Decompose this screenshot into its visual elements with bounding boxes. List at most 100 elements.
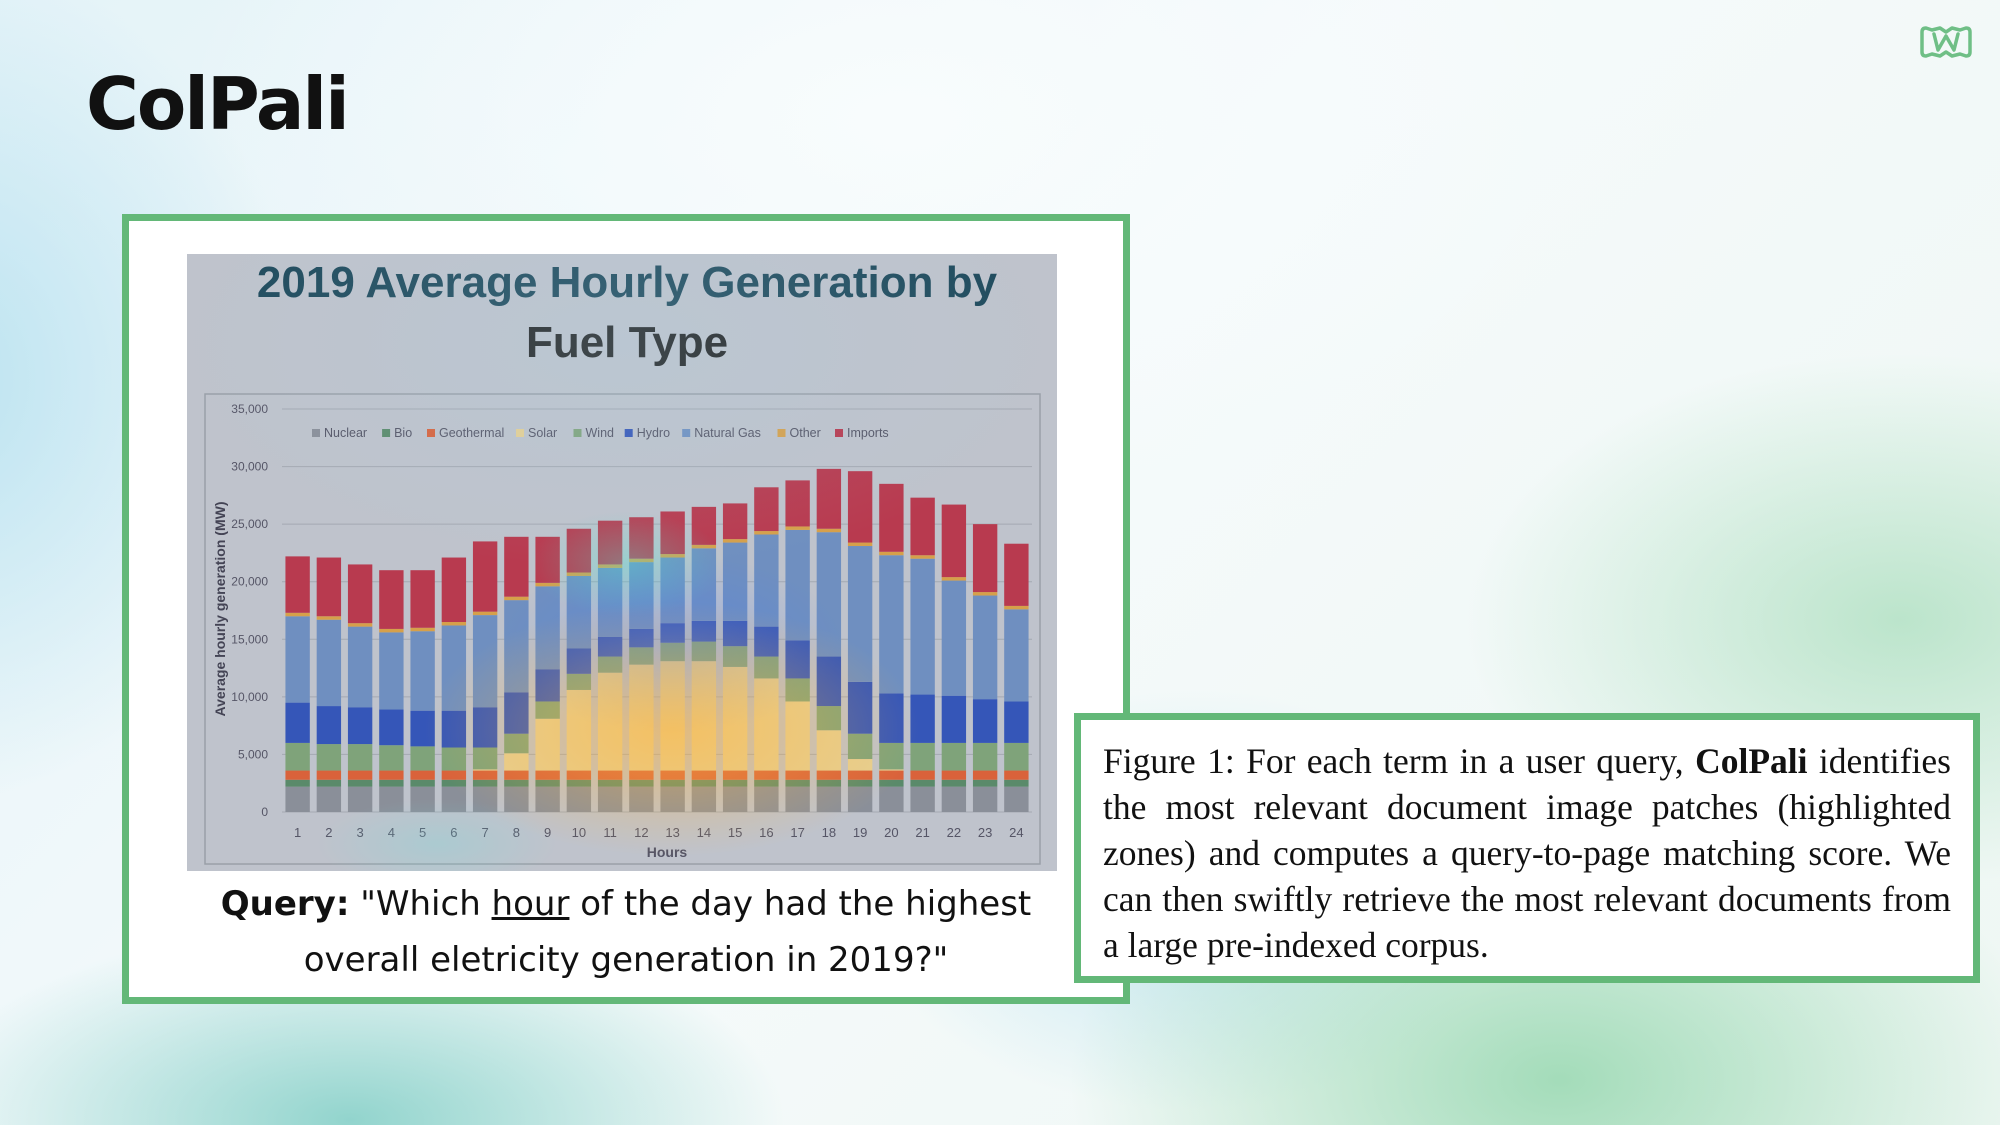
y-tick-label: 30,000 <box>231 460 268 474</box>
y-tick-label: 25,000 <box>231 517 268 531</box>
bar-segment <box>535 536 560 583</box>
chart-legend: Nuclear Bio Geothermal Solar Wind Hydro Natura… <box>312 426 889 440</box>
bar-segment <box>535 582 560 587</box>
y-tick-label: 15,000 <box>231 632 268 646</box>
bar-segment <box>347 626 373 708</box>
bar-segment <box>629 779 654 787</box>
bar-segment <box>597 520 623 565</box>
bar-segment <box>347 779 373 787</box>
legend-label: Wind <box>586 426 615 440</box>
legend-swatch <box>624 429 633 437</box>
bar-segment <box>816 779 842 787</box>
bar-segment <box>816 468 842 529</box>
bar-segment <box>597 656 623 673</box>
x-tick-label: 8 <box>513 825 520 840</box>
bar-segment <box>879 693 904 743</box>
bar-segment <box>472 747 498 770</box>
bar-segment <box>597 567 623 637</box>
bar-segment <box>785 480 810 527</box>
bar-segment <box>879 779 904 787</box>
bar-segment <box>816 730 842 771</box>
bar-segment <box>379 786 404 812</box>
bar-segment <box>472 779 498 787</box>
bar-segment <box>285 770 310 780</box>
bar-segment <box>566 648 592 674</box>
bar-segment <box>535 786 560 812</box>
bar-segment <box>847 471 873 543</box>
bar-segment <box>535 586 560 670</box>
bar-segment <box>972 592 998 596</box>
bar-segment <box>722 770 748 780</box>
bar-segment <box>316 770 342 780</box>
bar-segment <box>441 779 467 787</box>
legend-label: Bio <box>394 426 412 440</box>
bar-segment <box>660 642 685 662</box>
bar-segment <box>754 531 779 535</box>
bar-segment <box>691 661 717 771</box>
chart-image: 2019 Average Hourly Generation by Fuel T… <box>187 254 1057 871</box>
bar-segment <box>754 656 779 679</box>
bar-segment <box>816 706 842 731</box>
query-line-2: overall eletricity generation in 2019?" <box>303 940 949 980</box>
bar-segment <box>566 770 592 780</box>
bar-segment <box>347 623 373 627</box>
bar-segment <box>941 786 967 812</box>
caption-bold-term: ColPali <box>1695 741 1808 781</box>
figure-caption: Figure 1: For each term in a user query,… <box>1103 738 1951 968</box>
caption-prefix: Figure 1: For each term in a user query, <box>1103 741 1696 781</box>
x-tick-label: 4 <box>388 825 395 840</box>
bar-segment <box>660 511 685 555</box>
bar-segment <box>722 779 748 787</box>
bar-segment <box>1004 742 1029 771</box>
bar-segment <box>504 600 529 693</box>
bar-segment <box>816 770 842 780</box>
bar-segment <box>910 497 935 556</box>
bar-segment <box>347 707 373 745</box>
bar-segment <box>472 769 498 771</box>
bar-group <box>285 468 1029 812</box>
bar-segment <box>285 786 310 812</box>
bar-segment <box>379 628 404 633</box>
bar-segment <box>441 557 467 623</box>
bar-segment <box>785 786 810 812</box>
x-tick-label: 17 <box>790 825 804 840</box>
bar-segment <box>660 661 685 771</box>
bar-segment <box>441 747 467 771</box>
bar-segment <box>754 534 779 627</box>
bar-segment <box>597 564 623 568</box>
stacked-bar-chart: 2019 Average Hourly Generation by Fuel T… <box>204 258 1041 865</box>
bar-segment <box>472 611 498 616</box>
bar-segment <box>504 536 529 597</box>
bar-segment <box>347 770 373 780</box>
bar-segment <box>285 779 310 787</box>
bar-segment <box>660 786 685 812</box>
bar-segment <box>566 575 592 649</box>
bar-segment <box>785 678 810 702</box>
x-tick-label: 13 <box>665 825 679 840</box>
bar-segment <box>472 541 498 612</box>
bar-segment <box>535 779 560 787</box>
bar-segment <box>1004 609 1029 702</box>
bar-segment <box>816 528 842 533</box>
bar-segment <box>972 595 998 700</box>
legend-label: Solar <box>528 426 557 440</box>
chart-title-line-1: 2019 Average Hourly Generation by <box>257 258 998 307</box>
x-tick-label: 2 <box>325 825 332 840</box>
y-tick-label: 10,000 <box>231 690 268 704</box>
bar-segment <box>535 718 560 771</box>
bar-segment <box>1004 779 1029 787</box>
bar-segment <box>879 555 904 694</box>
x-tick-label: 9 <box>544 825 551 840</box>
bar-segment <box>754 779 779 787</box>
bar-segment <box>972 524 998 593</box>
x-axis-label: Hours <box>647 844 688 860</box>
legend-label: Natural Gas <box>694 426 761 440</box>
bar-segment <box>910 779 935 787</box>
bar-segment <box>910 555 935 559</box>
bar-segment <box>629 664 654 771</box>
bar-segment <box>285 616 310 703</box>
bar-segment <box>410 627 435 632</box>
chart-title-line-2: Fuel Type <box>526 318 728 367</box>
bar-segment <box>754 626 779 657</box>
bar-segment <box>597 770 623 780</box>
